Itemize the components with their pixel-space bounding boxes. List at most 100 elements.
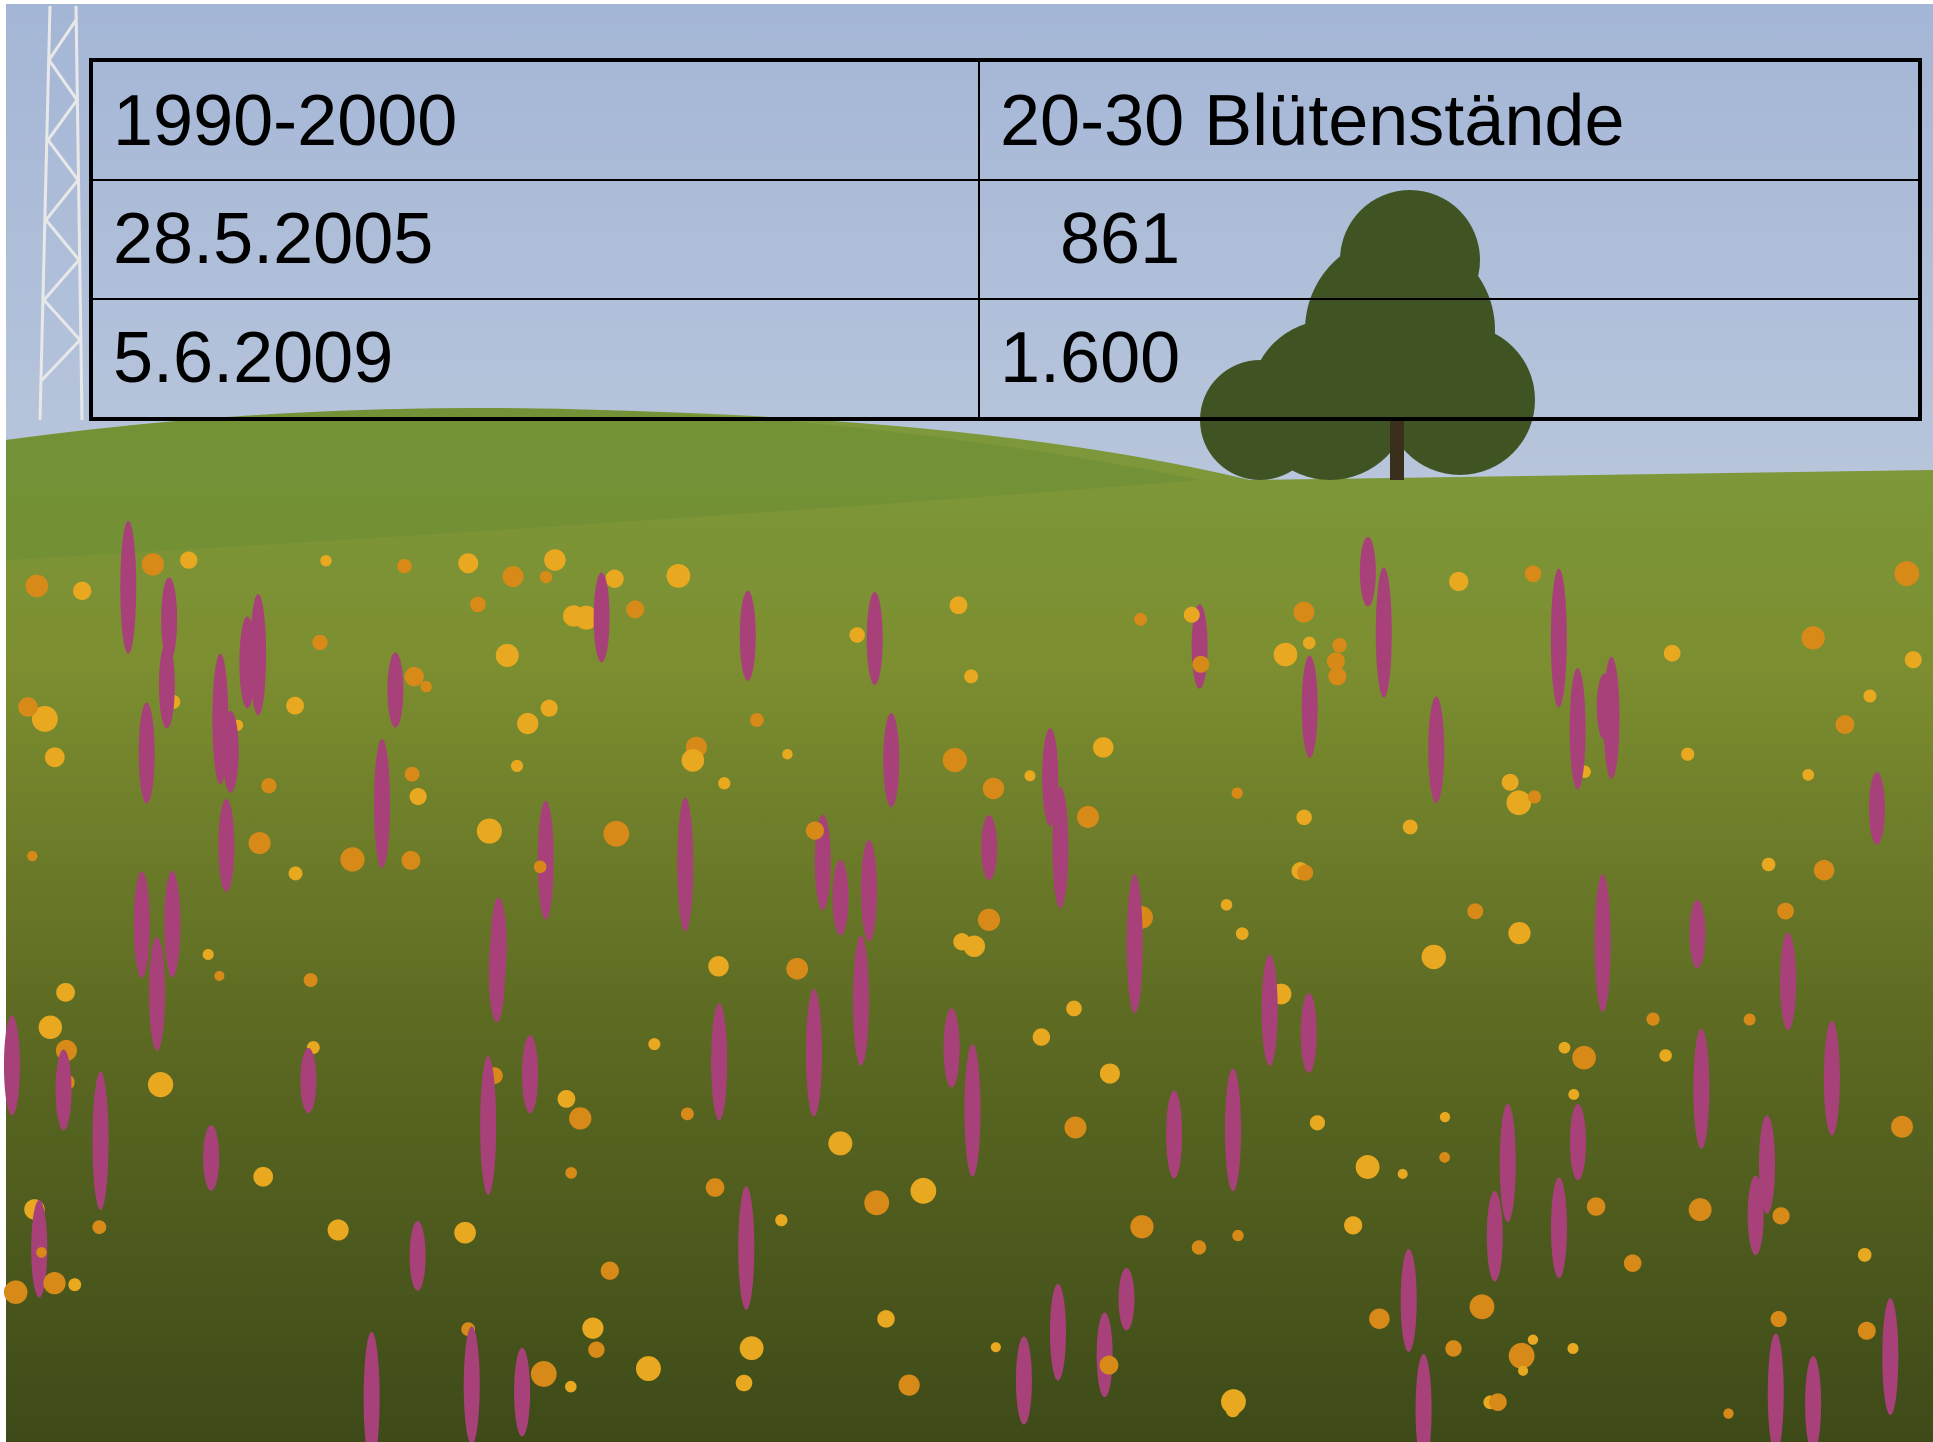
orchid xyxy=(538,801,554,920)
buttercup xyxy=(582,1318,603,1339)
buttercup xyxy=(1024,770,1035,781)
buttercup xyxy=(1689,1198,1712,1221)
orchid xyxy=(740,591,756,681)
buttercup xyxy=(950,596,968,614)
buttercup xyxy=(1221,899,1233,911)
buttercup xyxy=(496,644,519,667)
buttercup xyxy=(1064,1117,1086,1139)
orchid xyxy=(1050,1284,1066,1380)
buttercup xyxy=(312,635,327,650)
buttercup xyxy=(1310,1115,1325,1130)
buttercup xyxy=(775,1214,787,1226)
buttercup xyxy=(864,1190,889,1215)
buttercup xyxy=(563,605,584,626)
buttercup xyxy=(782,749,793,760)
buttercup xyxy=(1232,1230,1243,1241)
orchid xyxy=(1869,772,1885,845)
buttercup xyxy=(1440,1112,1450,1122)
buttercup xyxy=(910,1178,936,1204)
buttercup xyxy=(45,747,65,767)
buttercup xyxy=(1445,1340,1461,1356)
table-cell: 5.6.2009 xyxy=(91,299,979,419)
buttercup xyxy=(73,582,91,600)
buttercup xyxy=(964,669,978,683)
buttercup xyxy=(180,551,197,568)
buttercup xyxy=(43,1272,65,1294)
buttercup xyxy=(1894,561,1919,586)
buttercup xyxy=(1303,637,1316,650)
buttercup xyxy=(806,822,824,840)
buttercup xyxy=(569,1107,591,1129)
table-row: 28.5.2005 861 xyxy=(91,180,1920,299)
buttercup xyxy=(1509,1343,1535,1369)
orchid xyxy=(1551,569,1567,708)
orchid xyxy=(711,1003,727,1120)
buttercup xyxy=(397,559,411,573)
buttercup xyxy=(1771,1311,1787,1327)
buttercup xyxy=(1470,1294,1495,1319)
page: 1990-2000 20-30 Blütenstände 28.5.2005 8… xyxy=(0,0,1933,1442)
buttercup xyxy=(1681,748,1694,761)
orchid xyxy=(677,797,693,931)
table-cell: 20-30 Blütenstände xyxy=(979,60,1920,180)
buttercup xyxy=(588,1342,604,1358)
orchid xyxy=(1016,1336,1032,1424)
buttercup xyxy=(1528,1335,1538,1345)
orchid xyxy=(159,642,175,728)
buttercup xyxy=(1801,626,1824,649)
buttercup xyxy=(603,821,629,847)
buttercup xyxy=(1624,1254,1642,1272)
orchid xyxy=(1042,728,1058,826)
buttercup xyxy=(1398,1169,1408,1179)
buttercup xyxy=(849,627,865,643)
buttercup xyxy=(558,1090,576,1108)
orchid xyxy=(164,871,180,978)
buttercup xyxy=(410,788,427,805)
orchid xyxy=(1301,993,1317,1073)
buttercup xyxy=(534,861,547,874)
buttercup xyxy=(203,949,214,960)
orchid xyxy=(1097,1312,1113,1397)
buttercup xyxy=(1814,860,1835,881)
orchid xyxy=(374,739,390,868)
buttercup xyxy=(718,777,730,789)
buttercup xyxy=(18,697,38,717)
orchid xyxy=(1780,933,1796,1030)
orchid xyxy=(139,703,155,804)
buttercup xyxy=(943,748,967,772)
orchid xyxy=(250,594,266,715)
buttercup xyxy=(565,1381,577,1393)
buttercup xyxy=(1568,1089,1579,1100)
buttercup xyxy=(828,1131,852,1155)
buttercup xyxy=(1506,790,1531,815)
buttercup xyxy=(1077,806,1099,828)
buttercup xyxy=(1327,652,1345,670)
orchid xyxy=(1376,567,1392,697)
buttercup xyxy=(328,1219,349,1240)
buttercup xyxy=(708,956,729,977)
buttercup xyxy=(877,1310,895,1328)
buttercup xyxy=(1502,774,1519,791)
buttercup xyxy=(503,566,524,587)
buttercup xyxy=(214,971,224,981)
orchid xyxy=(944,1008,960,1088)
buttercup xyxy=(511,760,523,772)
buttercup xyxy=(1664,645,1681,662)
buttercup xyxy=(1858,1322,1876,1340)
buttercup xyxy=(740,1336,764,1360)
buttercup xyxy=(92,1220,106,1234)
buttercup xyxy=(541,700,558,717)
buttercup xyxy=(249,832,271,854)
buttercup xyxy=(1802,769,1814,781)
orchid xyxy=(1428,696,1444,803)
buttercup xyxy=(1134,613,1147,626)
buttercup xyxy=(1489,1393,1507,1411)
buttercup xyxy=(1033,1028,1050,1045)
buttercup xyxy=(736,1375,753,1392)
orchid xyxy=(464,1326,480,1442)
buttercup xyxy=(1863,690,1876,703)
orchid xyxy=(806,989,822,1116)
buttercup xyxy=(681,1108,694,1121)
orchid xyxy=(410,1221,426,1291)
orchid xyxy=(1824,1021,1840,1136)
